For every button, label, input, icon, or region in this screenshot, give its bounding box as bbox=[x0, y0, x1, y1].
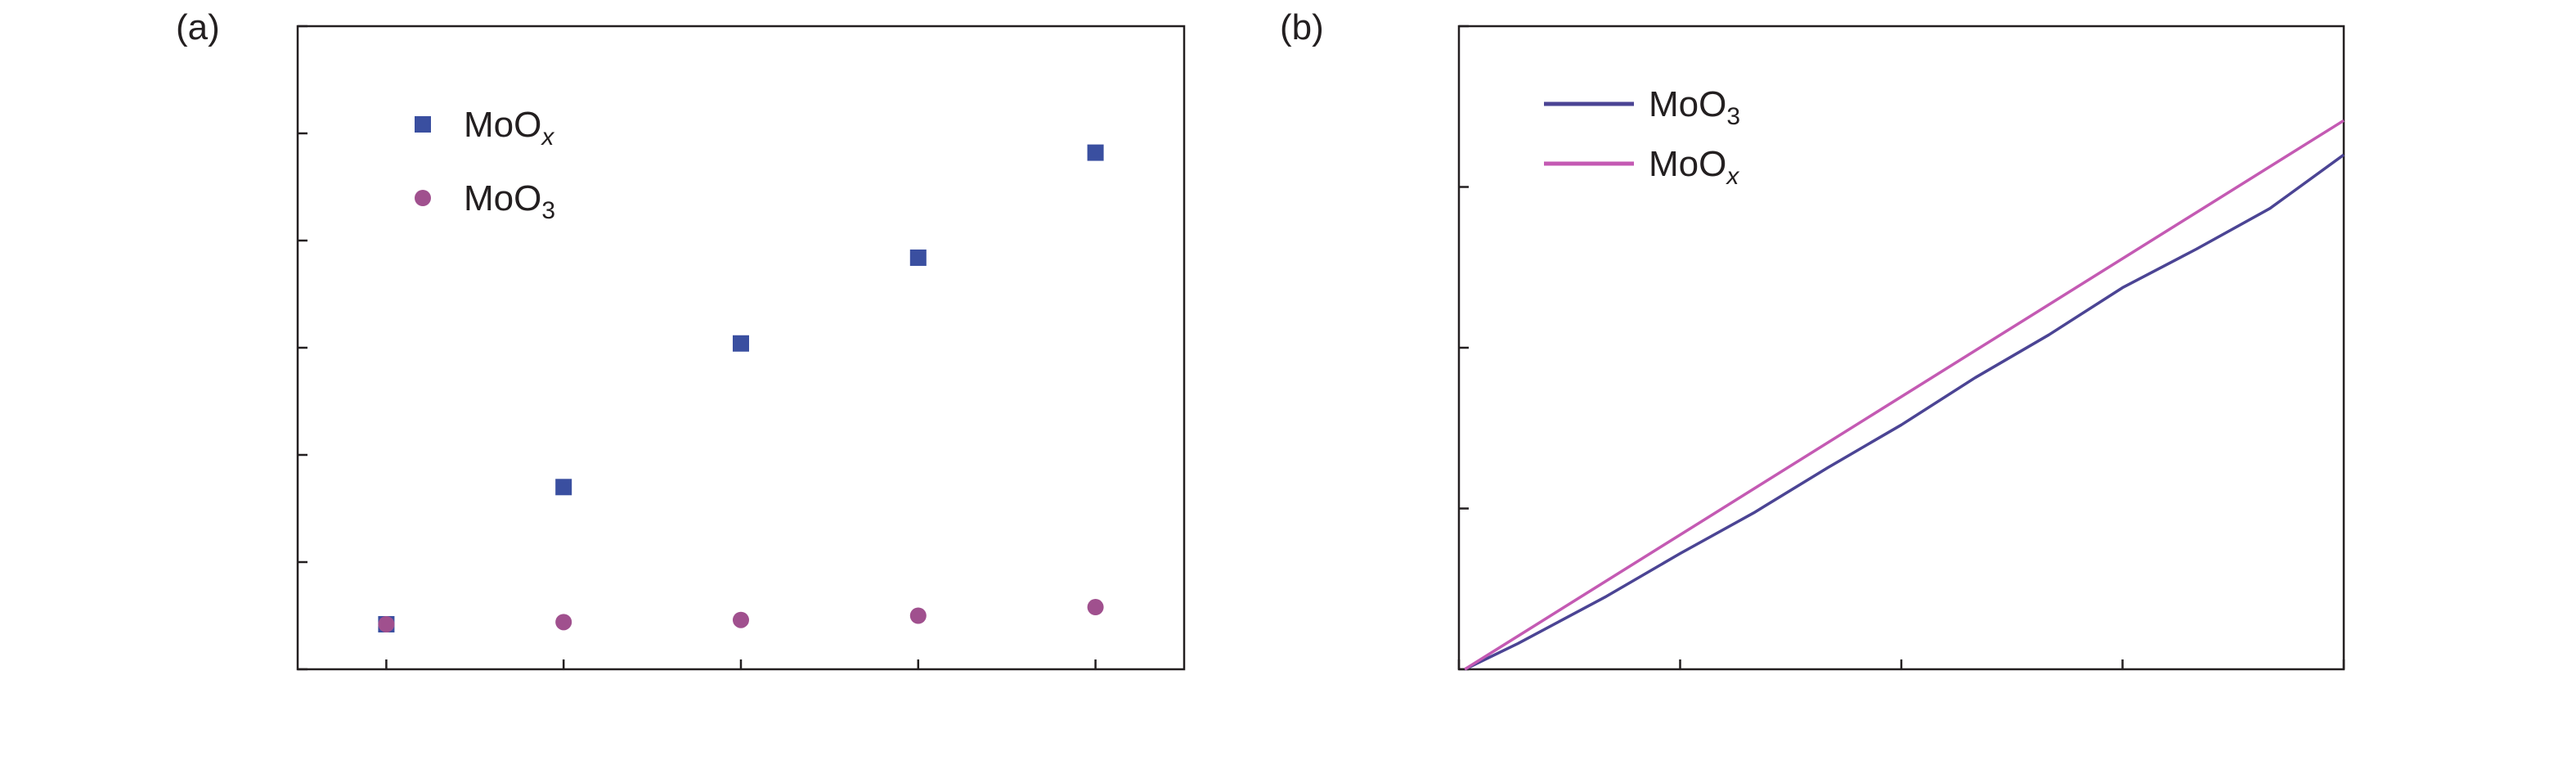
legend-marker-moox bbox=[415, 116, 431, 133]
series-line-moo3 bbox=[1464, 153, 2345, 671]
legend-marker-moo3 bbox=[415, 190, 431, 206]
data-point-moo3-0 bbox=[378, 615, 395, 632]
data-point-moo3-2 bbox=[733, 611, 749, 628]
series-line-moox bbox=[1464, 119, 2345, 671]
data-point-moox-1 bbox=[555, 479, 572, 496]
legend-label-moo3: MoO3 bbox=[464, 178, 555, 224]
panel-b-label: (b) bbox=[1280, 7, 1324, 47]
data-point-moo3-3 bbox=[909, 607, 927, 624]
legend-label-moo3: MoO3 bbox=[1649, 84, 1740, 130]
panel-a-chart: MoOx MoO3 bbox=[296, 25, 1186, 671]
data-point-moo3-1 bbox=[555, 614, 572, 631]
panel-a-label: (a) bbox=[176, 7, 220, 47]
plot-frame bbox=[1457, 25, 2345, 671]
data-point-moo3-4 bbox=[1087, 599, 1104, 616]
data-point-moox-3 bbox=[909, 249, 927, 266]
data-point-moox-2 bbox=[733, 335, 749, 352]
legend-label-moox: MoOx bbox=[464, 105, 554, 151]
data-point-moox-4 bbox=[1087, 144, 1104, 161]
panel-b-chart: MoO3 MoOx bbox=[1457, 25, 2345, 671]
legend-label-moox: MoOx bbox=[1649, 144, 1739, 190]
